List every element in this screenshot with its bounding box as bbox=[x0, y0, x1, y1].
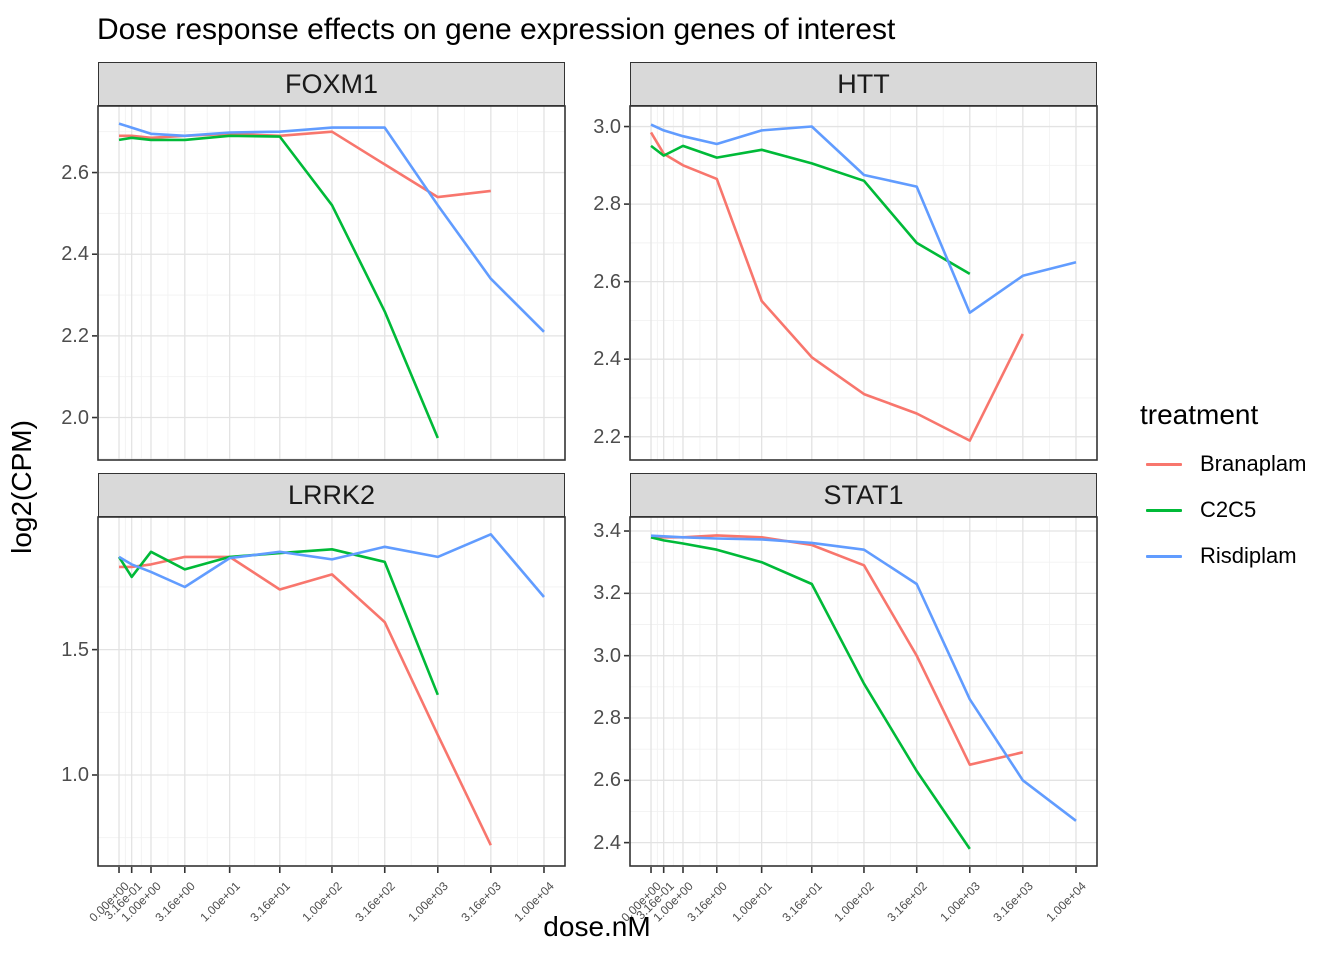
y-tick-label: 2.6 bbox=[593, 270, 621, 293]
series-line-c2c5 bbox=[118, 134, 439, 439]
facet-strip-label: LRRK2 bbox=[287, 479, 376, 510]
facet-strip-htt: HTT bbox=[630, 62, 1097, 106]
facet-strip-label: FOXM1 bbox=[284, 68, 378, 99]
y-tick-label: 2.2 bbox=[61, 324, 89, 347]
y-axis-title: log2(CPM) bbox=[6, 420, 37, 554]
y-tick-label: 1.5 bbox=[61, 638, 89, 661]
panel-lrrk2 bbox=[92, 516, 566, 873]
facet-strip-label: HTT bbox=[837, 68, 890, 99]
y-tick-label: 2.4 bbox=[593, 348, 621, 371]
panel-foxm1 bbox=[92, 105, 566, 461]
panel-border bbox=[629, 105, 1098, 461]
y-tick-label: 3.0 bbox=[593, 115, 621, 138]
panel-stat1 bbox=[624, 516, 1098, 873]
series-line-c2c5 bbox=[650, 536, 971, 850]
series-line-c2c5 bbox=[117, 547, 440, 696]
y-tick-label: 3.4 bbox=[593, 520, 621, 543]
y-tick-label: 3.2 bbox=[593, 582, 621, 605]
facet-strip-label: STAT1 bbox=[823, 479, 904, 510]
series-line-branaplam bbox=[651, 534, 1024, 767]
y-tick-label: 2.6 bbox=[593, 769, 621, 792]
y-tick-label: 2.4 bbox=[593, 831, 621, 854]
series-line-risdiplam bbox=[650, 534, 1077, 822]
y-tick-label: 3.0 bbox=[593, 644, 621, 667]
y-tick-label: 2.6 bbox=[61, 161, 89, 184]
facet-strip-stat1: STAT1 bbox=[630, 473, 1097, 517]
y-tick-label: 2.8 bbox=[593, 193, 621, 216]
series-line-branaplam bbox=[119, 555, 492, 846]
y-tick-label: 2.2 bbox=[593, 425, 621, 448]
panel-border bbox=[629, 516, 1098, 867]
series-line-risdiplam bbox=[650, 123, 1077, 315]
y-tick-label: 2.0 bbox=[61, 406, 89, 429]
series-line-branaplam bbox=[119, 130, 491, 199]
series-line-c2c5 bbox=[650, 144, 971, 276]
plot-title: Dose response effects on gene expression… bbox=[97, 13, 896, 46]
y-tick-label: 2.4 bbox=[61, 243, 89, 266]
series-line-risdiplam bbox=[118, 122, 545, 333]
panel-border bbox=[97, 516, 566, 867]
x-axis-title: dose.nM bbox=[543, 911, 651, 942]
facet-strip-foxm1: FOXM1 bbox=[98, 62, 565, 106]
series-line-branaplam bbox=[649, 131, 1024, 442]
panel-border bbox=[97, 105, 566, 461]
y-tick-label: 2.8 bbox=[593, 706, 621, 729]
panel-htt bbox=[624, 105, 1098, 461]
series-line-risdiplam bbox=[118, 532, 545, 598]
facet-strip-lrrk2: LRRK2 bbox=[98, 473, 565, 517]
y-tick-label: 1.0 bbox=[61, 763, 89, 786]
